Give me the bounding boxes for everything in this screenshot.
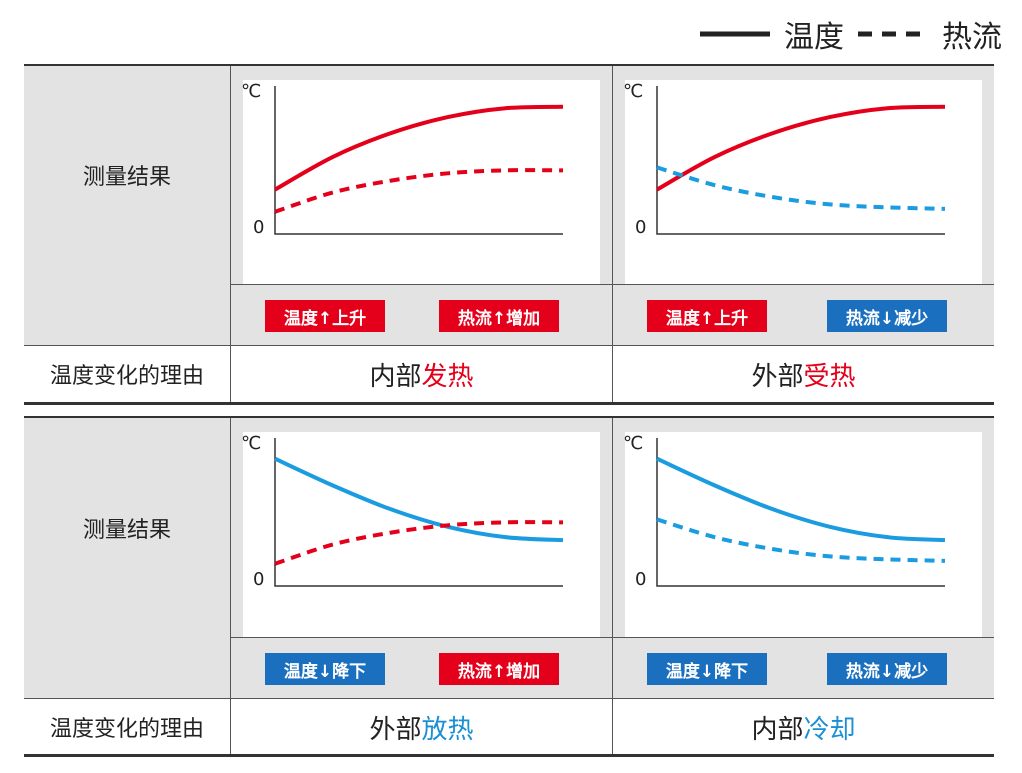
temperature-line — [656, 104, 946, 192]
reason-keyword-2: 放热 — [421, 714, 474, 745]
table-bottom: 测量结果 ℃ 0 ℃ 0 温度↓降下 热流↑增加 温度↓降下 热流↓减少 — [24, 418, 994, 755]
measurement-label: 测量结果 — [24, 66, 230, 284]
plot-area-1: ℃ 0 — [623, 80, 982, 284]
badge-row-label-spacer — [24, 284, 230, 345]
heat-flow-line — [274, 168, 564, 214]
zero-label: 0 — [253, 217, 265, 238]
reason-keyword-1: 受热 — [803, 361, 856, 392]
badge-row: 温度↑上升 热流↑增加 温度↑上升 热流↓减少 — [24, 284, 994, 345]
table-top: 测量结果 ℃ 0 ℃ 0 温度↑上升 热流↑增加 温度↑上升 热流↓减少 — [24, 66, 994, 402]
reason-prefix-2: 外部 — [369, 714, 422, 745]
reason-cell-2: 外部 放热 — [230, 699, 612, 755]
legend: 温度 热流 — [700, 12, 1002, 56]
reason-cell-1: 外部 受热 — [612, 346, 994, 402]
temp-badge-1: 温度↑上升 — [647, 300, 767, 332]
badge-cell-1: 温度↑上升 热流↓减少 — [612, 284, 994, 345]
measurement-row: 测量结果 ℃ 0 ℃ 0 — [24, 418, 994, 637]
chart-3 — [656, 438, 946, 587]
flow-badge-2: 热流↑增加 — [439, 653, 559, 685]
solid-line-icon — [700, 31, 770, 37]
axis-lines — [656, 86, 945, 235]
chart-1 — [656, 86, 946, 235]
bottom-rule — [24, 754, 994, 757]
reason-prefix-0: 内部 — [369, 361, 422, 392]
chart-panel-1: ℃ 0 — [612, 66, 994, 284]
badge-cell-2: 温度↓降下 热流↑增加 — [230, 637, 612, 698]
heat-flow-line — [274, 520, 564, 566]
chart-panel-0: ℃ 0 — [230, 66, 612, 284]
chart-2 — [274, 438, 564, 587]
zero-label: 0 — [253, 569, 265, 590]
reason-row: 温度变化的理由 内部 发热 外部 受热 — [24, 345, 994, 402]
temperature-line — [656, 456, 946, 543]
badge-row: 温度↓降下 热流↑增加 温度↓降下 热流↓减少 — [24, 637, 994, 698]
flow-badge-1: 热流↓减少 — [827, 300, 947, 332]
reason-row: 温度变化的理由 外部 放热 内部 冷却 — [24, 698, 994, 755]
chart-0 — [274, 86, 564, 235]
reason-cell-0: 内部 发热 — [230, 346, 612, 402]
mid-rule-a — [24, 402, 994, 405]
temp-badge-2: 温度↓降下 — [265, 653, 385, 685]
measurement-row: 测量结果 ℃ 0 ℃ 0 — [24, 66, 994, 284]
mid-rule-b — [24, 416, 994, 419]
temperature-line — [274, 456, 564, 543]
reason-cell-3: 内部 冷却 — [612, 699, 994, 755]
axis-lines — [656, 438, 945, 587]
legend-heat-flow-label: 热流 — [942, 20, 1002, 55]
legend-temperature-label: 温度 — [784, 20, 844, 55]
reason-prefix-3: 内部 — [751, 714, 804, 745]
temperature-line — [274, 104, 564, 192]
chart-panel-3: ℃ 0 — [612, 418, 994, 637]
reason-label: 温度变化的理由 — [24, 346, 230, 402]
badge-cell-3: 温度↓降下 热流↓减少 — [612, 637, 994, 698]
top-rule — [24, 64, 994, 67]
reason-prefix-1: 外部 — [751, 361, 804, 392]
legend-temperature: 温度 — [700, 12, 844, 56]
plot-area-0: ℃ 0 — [241, 80, 600, 284]
measurement-label: 测量结果 — [24, 418, 230, 637]
axis-lines — [274, 438, 563, 587]
unit-label: ℃ — [241, 81, 262, 102]
chart-panel-2: ℃ 0 — [230, 418, 612, 637]
unit-label: ℃ — [241, 433, 262, 454]
unit-label: ℃ — [623, 433, 644, 454]
badge-cell-0: 温度↑上升 热流↑增加 — [230, 284, 612, 345]
unit-label: ℃ — [623, 81, 644, 102]
reason-label: 温度变化的理由 — [24, 699, 230, 755]
legend-heat-flow: 热流 — [858, 12, 1002, 56]
zero-label: 0 — [635, 217, 647, 238]
zero-label: 0 — [635, 569, 647, 590]
badge-row-label-spacer — [24, 637, 230, 698]
reason-keyword-3: 冷却 — [803, 714, 856, 745]
reason-keyword-0: 发热 — [421, 361, 474, 392]
heat-flow-line — [656, 517, 946, 563]
heat-flow-line — [656, 165, 946, 211]
axis-lines — [274, 86, 563, 235]
temp-badge-3: 温度↓降下 — [647, 653, 767, 685]
flow-badge-0: 热流↑增加 — [439, 300, 559, 332]
temp-badge-0: 温度↑上升 — [265, 300, 385, 332]
plot-area-3: ℃ 0 — [623, 432, 982, 637]
plot-area-2: ℃ 0 — [241, 432, 600, 637]
flow-badge-3: 热流↓减少 — [827, 653, 947, 685]
dashed-line-icon — [858, 31, 928, 37]
